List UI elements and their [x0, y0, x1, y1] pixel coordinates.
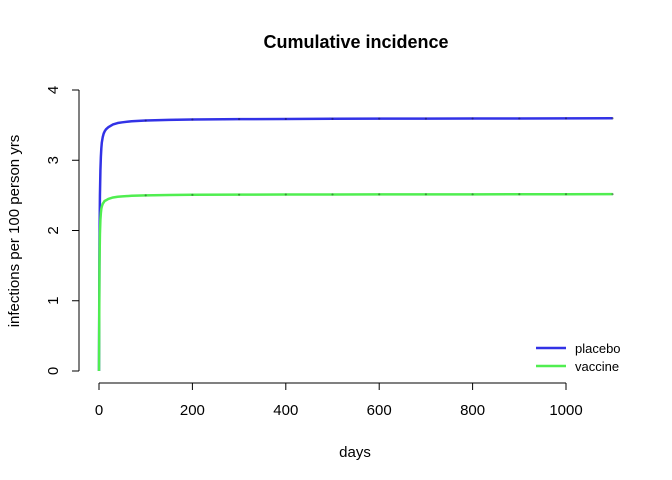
x-tick-label-0: 0: [95, 402, 103, 419]
series-point-placebo-22: [331, 117, 334, 120]
series-point-placebo-17: [144, 119, 147, 122]
series-point-placebo-24: [424, 117, 427, 120]
series-point-placebo-27: [564, 117, 568, 120]
series-layer: [97, 117, 614, 372]
x-tick-label-2: 400: [273, 402, 298, 419]
legend-label-vaccine: vaccine: [575, 359, 619, 374]
series-point-placebo-19: [191, 118, 194, 121]
chart-title: Cumulative incidence: [263, 32, 448, 52]
y-tick-label-2: 2: [45, 226, 62, 234]
series-point-vaccine-28: [611, 193, 614, 196]
series-point-vaccine-25: [471, 193, 474, 196]
series-point-vaccine-20: [238, 193, 241, 196]
x-axis-label: days: [339, 444, 371, 461]
x-tick-label-4: 800: [460, 402, 485, 419]
legend: placebo vaccine: [536, 341, 621, 374]
series-point-placebo-21: [284, 117, 287, 121]
series-point-vaccine-21: [284, 193, 287, 196]
y-tick-label-4: 4: [45, 86, 62, 94]
series-point-placebo-28: [611, 117, 614, 120]
series-point-vaccine-27: [564, 193, 568, 196]
series-point-vaccine-24: [424, 193, 427, 196]
legend-label-placebo: placebo: [575, 341, 621, 356]
x-tick-label-5: 1000: [549, 402, 582, 419]
y-tick-label-3: 3: [45, 156, 62, 164]
series-point-placebo-20: [238, 118, 241, 121]
series-line-placebo: [97, 117, 613, 372]
y-tick-label-1: 1: [45, 297, 62, 305]
series-point-vaccine-19: [191, 193, 194, 196]
series-point-vaccine-23: [378, 193, 381, 196]
y-tick-label-0: 0: [45, 367, 62, 375]
series-point-placebo-25: [471, 117, 474, 120]
x-tick-label-1: 200: [180, 402, 205, 419]
axes: 0 200 400 600 800 1000 0 1 2 3 4: [45, 86, 583, 419]
series-line-vaccine: [97, 192, 613, 372]
series-point-vaccine-22: [331, 193, 334, 196]
series-point-vaccine-17: [144, 194, 147, 197]
x-tick-label-3: 600: [367, 402, 392, 419]
series-point-placebo-23: [378, 117, 381, 120]
series-point-vaccine-26: [518, 193, 521, 196]
series-point-placebo-26: [518, 117, 521, 120]
y-axis-label: infections per 100 person yrs: [6, 135, 23, 328]
